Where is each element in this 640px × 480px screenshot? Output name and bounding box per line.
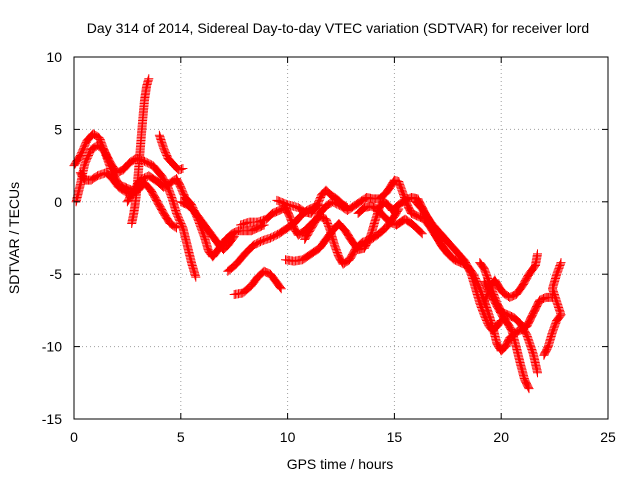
series-track-6: [154, 130, 188, 175]
data-series: [69, 74, 566, 394]
series-track-19: [539, 258, 566, 360]
plot-frame: [73, 56, 609, 420]
series-track-15: [411, 197, 557, 356]
x-tick-label: 10: [280, 429, 296, 445]
chart-title: Day 314 of 2014, Sidereal Day-to-day VTE…: [87, 20, 589, 36]
series-markers: [411, 197, 557, 356]
series-markers: [353, 201, 427, 239]
series-track-14: [353, 201, 427, 239]
series-track-3: [75, 168, 181, 233]
series-markers: [75, 168, 181, 233]
x-tick-label: 20: [493, 429, 509, 445]
y-tick-label: -5: [50, 266, 63, 282]
y-axis-label: SDTVAR / TECUs: [6, 182, 22, 294]
grid-lines: [74, 57, 608, 419]
series-markers: [127, 74, 154, 228]
series-markers: [176, 197, 239, 255]
series-track-18: [479, 249, 542, 308]
series-markers: [479, 249, 542, 308]
series-markers: [229, 266, 286, 299]
x-axis-label: GPS time / hours: [287, 456, 394, 472]
x-tick-label: 0: [70, 429, 78, 445]
y-tick-labels: -15 -10 -5 0 5 10: [42, 49, 62, 427]
x-tick-label: 15: [387, 429, 403, 445]
series-track-7: [176, 197, 239, 255]
series-track-4: [127, 74, 154, 228]
series-markers: [154, 130, 188, 175]
y-tick-label: 0: [54, 194, 62, 210]
y-tick-label: 5: [54, 121, 62, 137]
series-markers: [539, 258, 566, 360]
x-tick-label: 5: [177, 429, 185, 445]
y-tick-label: 10: [46, 49, 62, 65]
series-track-10: [229, 266, 286, 299]
y-tick-label: -10: [42, 339, 62, 355]
y-tick-label: -15: [42, 411, 62, 427]
x-tick-label: 25: [600, 429, 616, 445]
x-tick-labels: 0 5 10 15 20 25: [70, 429, 616, 445]
axis-ticks: [73, 56, 609, 420]
